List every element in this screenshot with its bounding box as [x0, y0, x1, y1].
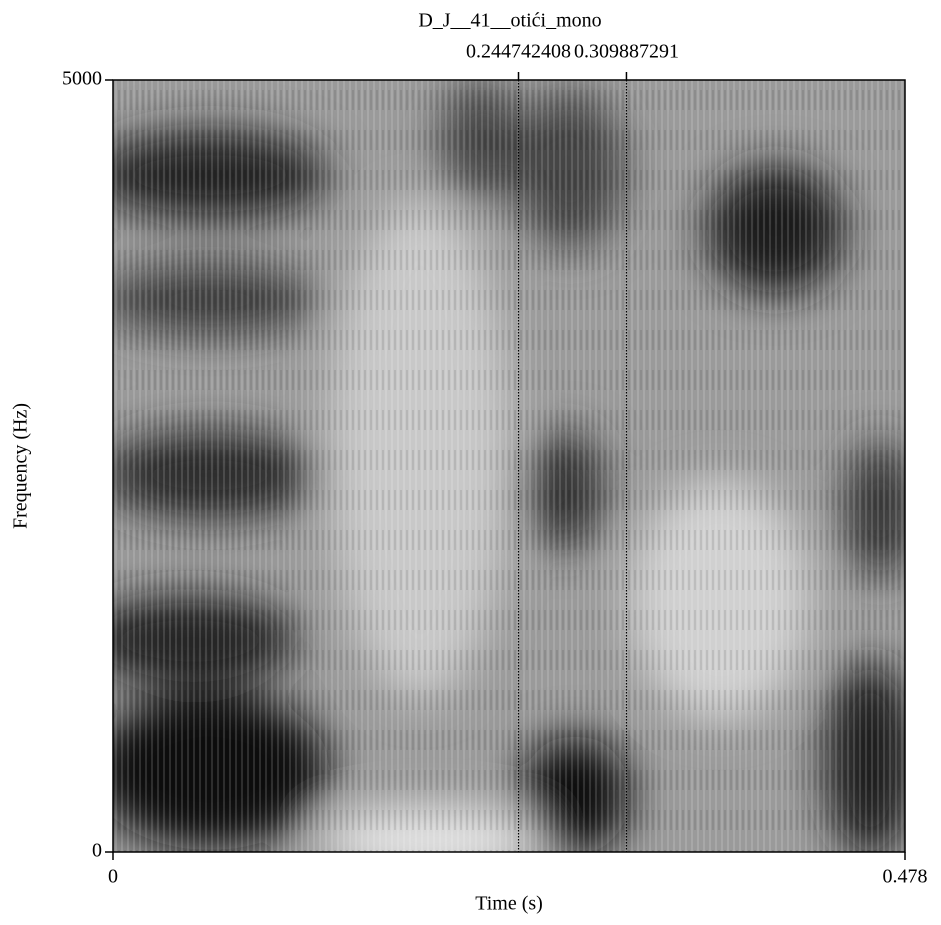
x-tick-label: 0.478: [883, 866, 928, 888]
y-axis-label: Frequency (Hz): [10, 403, 32, 529]
y-tick-label: 0: [92, 840, 102, 862]
cursor-label: 0.309887291: [574, 41, 679, 63]
cursor-label: 0.244742408: [466, 41, 571, 63]
y-tick-label: 5000: [62, 68, 102, 90]
spectrogram: [113, 80, 905, 852]
chart-title: D_J__41__otići_mono: [418, 10, 601, 32]
spectrogram-texture: [113, 80, 905, 852]
x-axis-label: Time (s): [475, 893, 543, 915]
x-tick-label: 0: [108, 866, 118, 888]
plot-frame: [112, 79, 906, 853]
